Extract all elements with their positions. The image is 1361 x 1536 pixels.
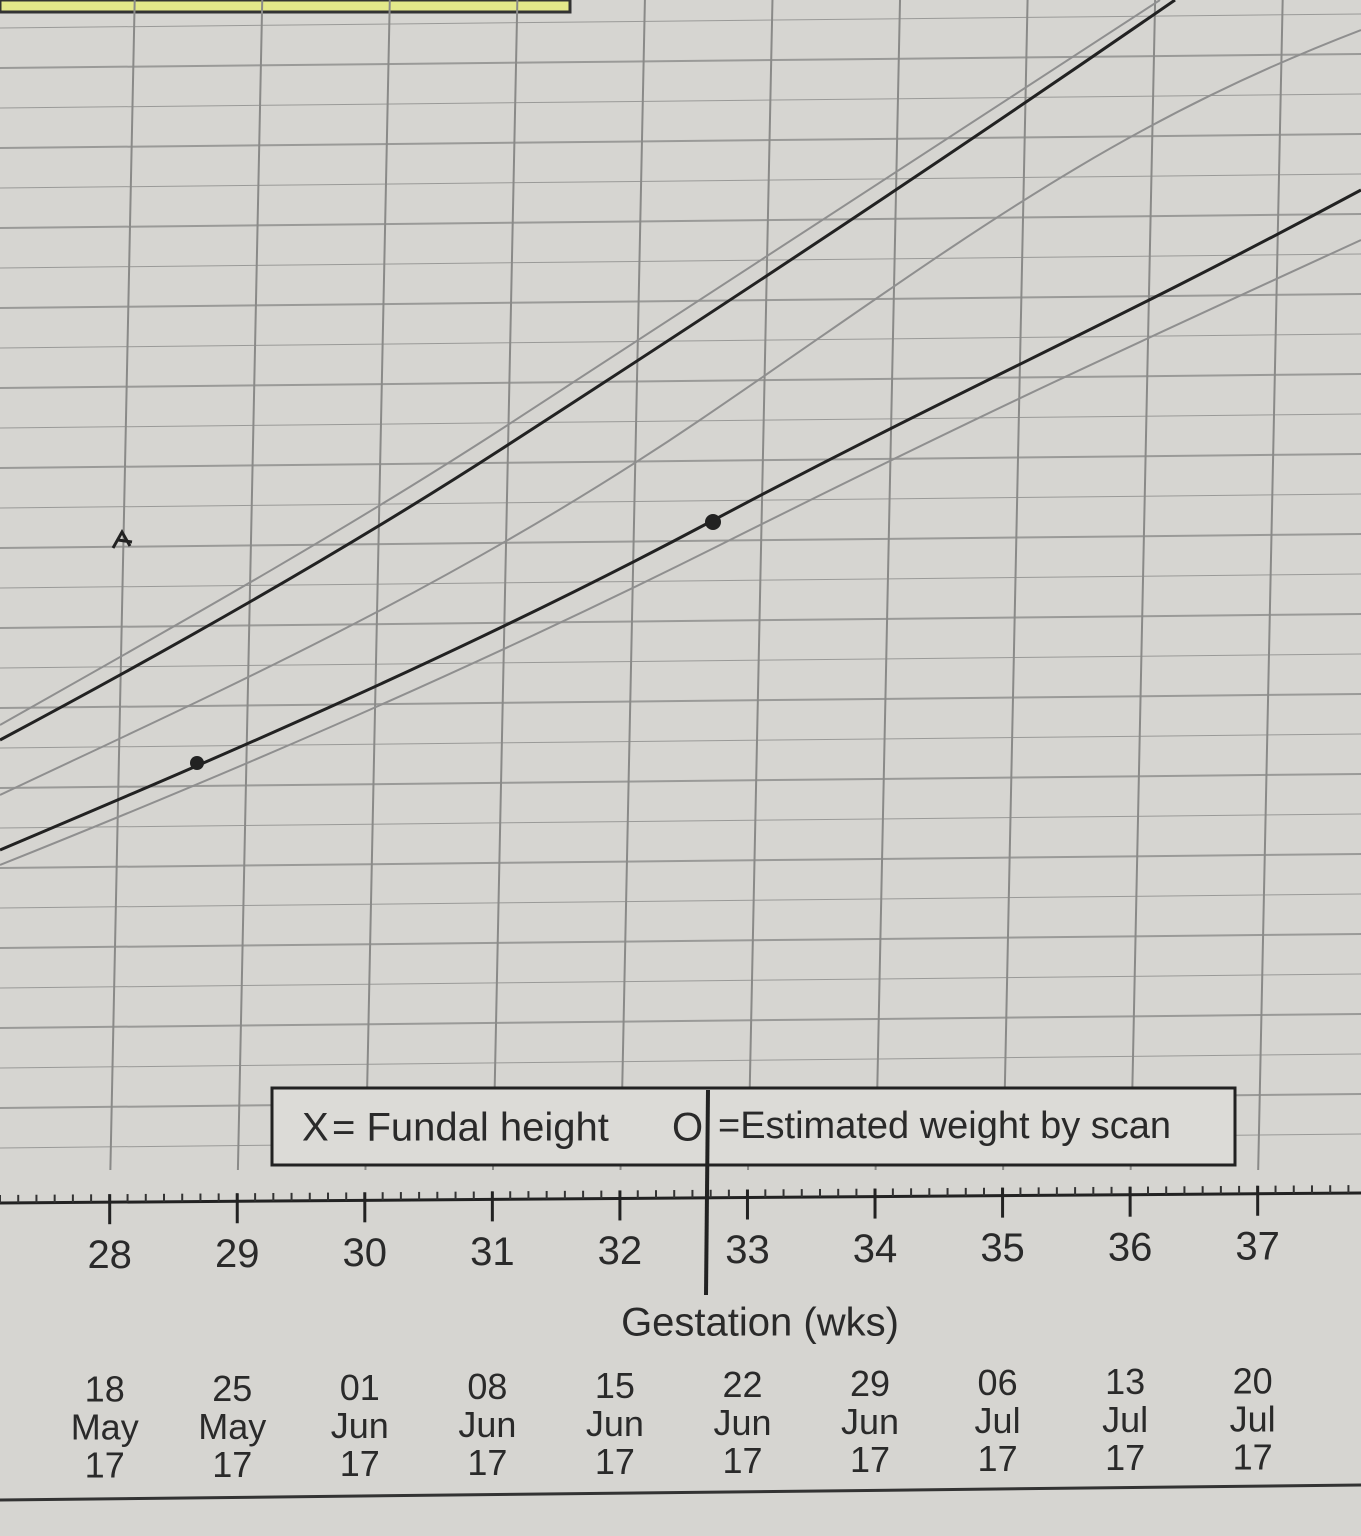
date-label: Jul bbox=[1102, 1399, 1148, 1440]
h-line bbox=[0, 453, 1361, 469]
h-line bbox=[0, 93, 1361, 109]
date-label: May bbox=[198, 1406, 266, 1447]
reference-curve bbox=[0, 239, 1361, 866]
grid-line bbox=[108, 0, 136, 1203]
date-label: 17 bbox=[340, 1443, 380, 1484]
h-line bbox=[0, 573, 1361, 589]
h-line bbox=[0, 173, 1361, 189]
x-tick-label: 33 bbox=[725, 1228, 770, 1272]
date-label: Jun bbox=[713, 1402, 771, 1443]
reference-curve bbox=[0, 29, 1361, 796]
date-label: 17 bbox=[1105, 1437, 1145, 1478]
x-tick-label: 34 bbox=[853, 1227, 898, 1271]
scan-point bbox=[705, 514, 721, 530]
x-tick-label: 30 bbox=[343, 1231, 388, 1275]
h-line bbox=[0, 733, 1361, 749]
h-line bbox=[0, 53, 1361, 69]
legend-symbol: X bbox=[302, 1106, 329, 1150]
date-label: Jun bbox=[586, 1403, 644, 1444]
x-tick-label: 31 bbox=[470, 1230, 515, 1274]
x-axis-label: Gestation (wks) bbox=[621, 1301, 899, 1345]
legend-symbol: O bbox=[672, 1106, 703, 1150]
h-line bbox=[0, 893, 1361, 909]
table-line bbox=[0, 1483, 1361, 1502]
x-tick-label: 32 bbox=[598, 1229, 643, 1273]
grid-line bbox=[1256, 0, 1284, 1194]
h-line bbox=[0, 373, 1361, 389]
h-line bbox=[0, 333, 1361, 349]
date-label: Jul bbox=[1230, 1398, 1276, 1439]
date-label: 13 bbox=[1105, 1361, 1145, 1402]
h-line bbox=[0, 693, 1361, 709]
date-label: 17 bbox=[595, 1441, 635, 1482]
date-label: 17 bbox=[850, 1439, 890, 1480]
h-line bbox=[0, 253, 1361, 269]
legend-text: = Fundal height bbox=[332, 1106, 609, 1150]
h-line bbox=[0, 413, 1361, 429]
h-line bbox=[0, 853, 1361, 869]
h-line bbox=[0, 493, 1361, 509]
x-tick-label: 28 bbox=[87, 1233, 132, 1277]
date-label: 17 bbox=[85, 1445, 125, 1486]
date-label: 22 bbox=[722, 1364, 762, 1405]
reference-curve bbox=[0, 0, 1161, 726]
h-line bbox=[0, 293, 1361, 309]
date-label: May bbox=[71, 1407, 139, 1448]
x-axis bbox=[0, 1191, 1361, 1205]
x-tick-label: 29 bbox=[215, 1232, 260, 1276]
x-tick-label: 36 bbox=[1108, 1225, 1153, 1269]
axis-area bbox=[0, 1170, 1361, 1536]
grid-line bbox=[363, 0, 391, 1201]
legend-text: =Estimated weight by scan bbox=[718, 1105, 1171, 1147]
h-line bbox=[0, 613, 1361, 629]
grid-line bbox=[1001, 0, 1029, 1196]
date-label: 17 bbox=[1233, 1436, 1273, 1477]
date-label: 01 bbox=[340, 1367, 380, 1408]
date-label: Jul bbox=[975, 1400, 1021, 1441]
grid-line bbox=[491, 0, 519, 1200]
legend-box bbox=[270, 1086, 1237, 1167]
grid-line bbox=[746, 0, 774, 1198]
h-line bbox=[0, 933, 1361, 949]
date-label: 17 bbox=[722, 1440, 762, 1481]
date-label: Jun bbox=[458, 1404, 516, 1445]
fundal-mark bbox=[111, 528, 133, 549]
today-marker bbox=[704, 1089, 710, 1296]
x-tick-label: 37 bbox=[1235, 1224, 1280, 1268]
date-label: Jun bbox=[841, 1401, 899, 1442]
grid-line bbox=[618, 0, 646, 1199]
date-label: 20 bbox=[1233, 1360, 1273, 1401]
h-line bbox=[0, 213, 1361, 229]
grid-line bbox=[1129, 0, 1157, 1195]
date-label: 17 bbox=[467, 1442, 507, 1483]
top-box bbox=[0, 0, 572, 14]
grid-line bbox=[874, 0, 902, 1197]
date-label: 17 bbox=[978, 1438, 1018, 1479]
legend: X = Fundal height O =Estimated weight by… bbox=[270, 1086, 1237, 1167]
date-label: 29 bbox=[850, 1363, 890, 1404]
date-label: 15 bbox=[595, 1365, 635, 1406]
h-line bbox=[0, 533, 1361, 549]
h-line bbox=[0, 1053, 1361, 1069]
h-line bbox=[0, 133, 1361, 149]
scan-point bbox=[190, 756, 204, 770]
date-label: Jun bbox=[331, 1405, 389, 1446]
date-label: 17 bbox=[212, 1444, 252, 1485]
reference-curve bbox=[0, 0, 1176, 742]
date-label: 06 bbox=[978, 1362, 1018, 1403]
h-line bbox=[0, 773, 1361, 789]
date-label: 08 bbox=[467, 1366, 507, 1407]
date-label: 18 bbox=[85, 1369, 125, 1410]
x-tick-label: 35 bbox=[980, 1226, 1025, 1270]
h-line bbox=[0, 653, 1361, 669]
h-line bbox=[0, 813, 1361, 829]
date-label: 25 bbox=[212, 1368, 252, 1409]
